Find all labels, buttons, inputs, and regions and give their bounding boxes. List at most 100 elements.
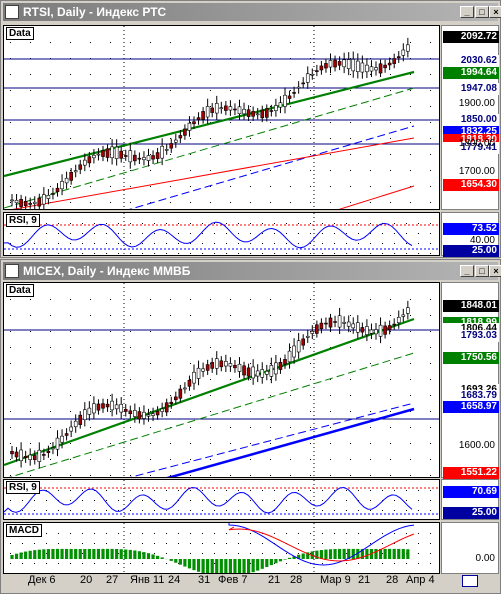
- rtsi-candle-body: [46, 195, 51, 199]
- trend-line-blue: [166, 407, 415, 477]
- grid-dot: [106, 243, 107, 244]
- rtsi-candle-body: [174, 139, 178, 143]
- grid-dot: [406, 510, 407, 511]
- grid-dot: [358, 253, 359, 254]
- grid-dot: [230, 411, 231, 412]
- rtsi-candle-body: [83, 159, 87, 166]
- macd-histogram-bar: [46, 549, 50, 559]
- grid-dot: [430, 74, 431, 75]
- grid-dot: [250, 459, 251, 460]
- grid-dot: [358, 233, 359, 234]
- grid-dot: [298, 253, 299, 254]
- minimize-button[interactable]: _: [460, 6, 474, 18]
- grid-dot: [350, 154, 351, 155]
- micex-rsi-axis: 70.69 25.00: [441, 479, 499, 520]
- rtsi-candle-body: [310, 73, 315, 76]
- close-button[interactable]: ×: [489, 265, 501, 277]
- maximize-button[interactable]: □: [475, 265, 489, 277]
- grid-dot: [226, 500, 227, 501]
- grid-dot: [154, 563, 155, 564]
- grid-dot: [250, 90, 251, 91]
- grid-dot: [190, 223, 191, 224]
- grid-dot: [310, 533, 311, 534]
- rtsi-rsi-pane[interactable]: RSI, 9: [3, 212, 440, 256]
- micex-titlebar[interactable]: MICEX, Daily - Индекс ММВБ _ □ ×: [3, 262, 501, 280]
- rtsi-candle-body: [255, 113, 260, 116]
- grid-dot: [346, 490, 347, 491]
- grid-dot: [230, 202, 231, 203]
- micex-candle-body: [60, 435, 64, 443]
- grid-dot: [250, 154, 251, 155]
- grid-dot: [166, 510, 167, 511]
- micex-macd-pane[interactable]: MACD: [3, 522, 440, 574]
- date-tick-label: 28: [386, 574, 399, 586]
- macd-histogram-bar: [24, 551, 28, 559]
- micex-candle-body: [64, 433, 69, 436]
- grid-dot: [130, 363, 131, 364]
- grid-dot: [170, 42, 171, 43]
- grid-dot: [418, 490, 419, 491]
- grid-dot: [270, 154, 271, 155]
- grid-dot: [350, 170, 351, 171]
- close-button[interactable]: ×: [489, 6, 501, 18]
- grid-dot: [274, 233, 275, 234]
- grid-dot: [286, 223, 287, 224]
- rtsi-candle-body: [283, 94, 287, 107]
- micex-window: MICEX, Daily - Индекс ММВБ _ □ × Data 18…: [0, 259, 501, 594]
- grid-dot: [430, 299, 431, 300]
- grid-dot: [286, 253, 287, 254]
- macd-histogram-bar: [92, 548, 96, 559]
- grid-dot: [190, 490, 191, 491]
- grid-dot: [298, 223, 299, 224]
- grid-dot: [70, 563, 71, 564]
- grid-dot: [382, 243, 383, 244]
- micex-candle-body: [324, 322, 328, 325]
- grid-dot: [178, 253, 179, 254]
- rtsi-candle-body: [87, 156, 92, 164]
- grid-dot: [390, 379, 391, 380]
- grid-dot: [10, 233, 11, 234]
- grid-dot: [210, 395, 211, 396]
- price-tag: 2030.62: [443, 55, 499, 67]
- grid-dot: [106, 533, 107, 534]
- grid-dot: [382, 490, 383, 491]
- micex-candle-body: [228, 363, 233, 367]
- grid-dot: [350, 42, 351, 43]
- grid-dot: [346, 563, 347, 564]
- rtsi-rsi-chart: [4, 213, 439, 255]
- grid-dot: [58, 533, 59, 534]
- macd-histogram-bar: [360, 548, 364, 559]
- grid-dot: [50, 42, 51, 43]
- grid-dot: [358, 243, 359, 244]
- rtsi-candle-body: [242, 108, 246, 115]
- grid-dot: [298, 533, 299, 534]
- macd-histogram-bar: [14, 553, 19, 559]
- grid-dot: [370, 74, 371, 75]
- grid-dot: [22, 243, 23, 244]
- price-tag: 25.00: [443, 507, 499, 519]
- grid-dot: [310, 543, 311, 544]
- rtsi-titlebar[interactable]: RTSI, Daily - Индекс РТС _ □ ×: [3, 3, 501, 21]
- grid-dot: [10, 122, 11, 123]
- grid-dot: [90, 315, 91, 316]
- grid-dot: [150, 42, 151, 43]
- micex-price-pane[interactable]: Data: [3, 282, 440, 478]
- maximize-button[interactable]: □: [475, 6, 489, 18]
- grid-dot: [50, 475, 51, 476]
- chart-options-icon[interactable]: [462, 575, 478, 587]
- macd-histogram-bar: [338, 548, 342, 559]
- grid-dot: [106, 563, 107, 564]
- grid-dot: [170, 363, 171, 364]
- rtsi-candle-body: [237, 106, 242, 115]
- rtsi-candle-body: [383, 64, 387, 69]
- grid-dot: [30, 475, 31, 476]
- grid-dot: [406, 233, 407, 234]
- micex-rsi-pane[interactable]: RSI, 9: [3, 479, 440, 520]
- minimize-button[interactable]: _: [460, 265, 474, 277]
- rtsi-price-pane[interactable]: Data: [3, 25, 440, 210]
- grid-dot: [10, 74, 11, 75]
- rtsi-rsi-label: RSI, 9: [6, 214, 40, 227]
- grid-dot: [382, 253, 383, 254]
- grid-dot: [190, 186, 191, 187]
- grid-dot: [10, 543, 11, 544]
